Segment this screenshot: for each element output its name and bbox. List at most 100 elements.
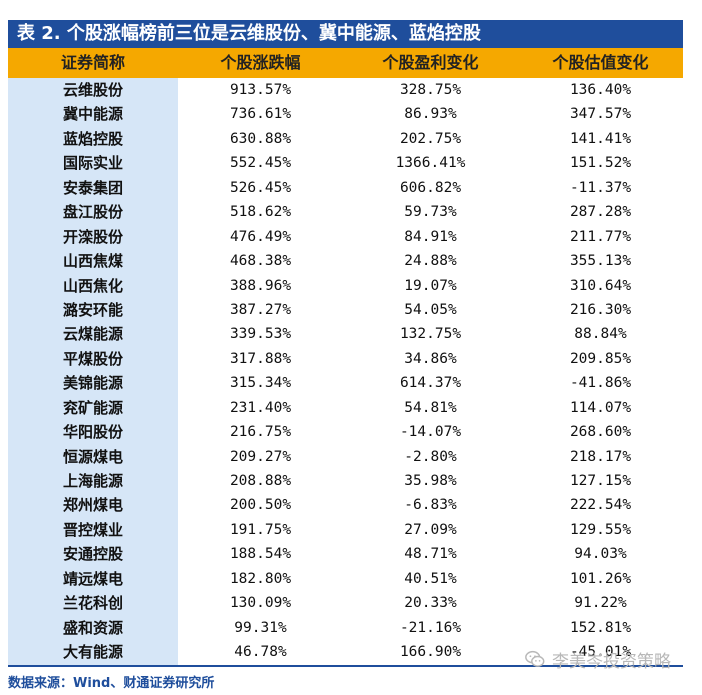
- name-column-background: [8, 78, 178, 665]
- watermark: 李美岑投资策略: [524, 647, 700, 672]
- cell-valuation-change: 114.07%: [569, 399, 632, 416]
- table-row: 美锦能源 315.34% 614.37% -41.86%: [8, 371, 683, 395]
- cell-price-change: 476.49%: [229, 228, 292, 245]
- cell-security-name: 安泰集团: [62, 178, 123, 197]
- table-row: 晋控煤业 191.75% 27.09% 129.55%: [8, 518, 683, 542]
- cell-profit-change: 54.05%: [404, 301, 457, 318]
- cell-price-change: 552.45%: [229, 155, 292, 172]
- cell-valuation-change: 152.81%: [569, 619, 632, 636]
- cell-price-change: 468.38%: [229, 253, 292, 270]
- cell-price-change: 188.54%: [229, 546, 292, 563]
- cell-price-change: 315.34%: [229, 375, 292, 392]
- cell-security-name: 上海能源: [62, 472, 123, 490]
- cell-profit-change: 202.75%: [399, 130, 462, 147]
- cell-security-name: 冀中能源: [62, 105, 123, 124]
- cell-price-change: 339.53%: [229, 326, 292, 343]
- table-header: 证券简称 个股涨跌幅 个股盈利变化 个股估值变化: [8, 48, 683, 78]
- table-body: 云维股份 913.57% 328.75% 136.40% 冀中能源 736.61% 86.9…: [8, 78, 683, 665]
- cell-price-change: 208.88%: [229, 473, 292, 489]
- table-row: 靖远煤电 182.80% 40.51% 101.26%: [8, 567, 683, 591]
- cell-profit-change: 19.07%: [404, 277, 457, 294]
- cell-security-name: 兖矿能源: [62, 398, 123, 417]
- cell-security-name: 平煤股份: [62, 349, 123, 368]
- cell-security-name: 兰花科创: [62, 594, 123, 613]
- cell-profit-change: 35.98%: [404, 473, 457, 489]
- cell-price-change: 209.27%: [229, 448, 292, 465]
- cell-profit-change: 132.75%: [399, 326, 462, 343]
- cell-profit-change: 166.90%: [399, 644, 462, 661]
- table-title: 表 2. 个股涨幅榜前三位是云维股份、冀中能源、蓝焰控股: [8, 20, 683, 48]
- cell-profit-change: 606.82%: [399, 179, 462, 196]
- cell-valuation-change: 127.15%: [569, 473, 632, 489]
- cell-security-name: 华阳股份: [62, 423, 123, 442]
- cell-price-change: 387.27%: [229, 301, 292, 318]
- cell-price-change: 913.57%: [229, 82, 292, 98]
- table-row: 华阳股份 216.75% -14.07% 268.60%: [8, 420, 683, 444]
- cell-profit-change: 34.86%: [404, 350, 457, 367]
- cell-valuation-change: 347.57%: [569, 106, 632, 123]
- cell-price-change: 46.78%: [234, 644, 287, 661]
- cell-price-change: 99.31%: [234, 619, 287, 636]
- cell-profit-change: 40.51%: [404, 570, 457, 587]
- cell-profit-change: 84.91%: [404, 228, 457, 245]
- cell-security-name: 美锦能源: [62, 374, 123, 393]
- cell-valuation-change: 216.30%: [569, 301, 632, 318]
- cell-price-change: 518.62%: [229, 204, 292, 221]
- cell-valuation-change: 136.40%: [569, 82, 632, 98]
- cell-valuation-change: 141.41%: [569, 130, 632, 147]
- cell-valuation-change: 151.52%: [569, 155, 632, 172]
- table-row: 盛和资源 99.31% -21.16% 152.81%: [8, 616, 683, 640]
- table-row: 平煤股份 317.88% 34.86% 209.85%: [8, 347, 683, 371]
- cell-profit-change: 48.71%: [404, 546, 457, 563]
- table-row: 山西焦化 388.96% 19.07% 310.64%: [8, 274, 683, 298]
- table-row: 冀中能源 736.61% 86.93% 347.57%: [8, 102, 683, 126]
- table-bottom-rule: [8, 665, 683, 667]
- header-valuation-change: 个股估值变化: [552, 53, 649, 72]
- cell-price-change: 630.88%: [229, 130, 292, 147]
- table-row: 蓝焰控股 630.88% 202.75% 141.41%: [8, 127, 683, 151]
- table-row: 国际实业 552.45% 1366.41% 151.52%: [8, 151, 683, 175]
- cell-valuation-change: 268.60%: [569, 424, 632, 441]
- data-source-note: 数据来源：Wind、财通证券研究所: [8, 676, 215, 691]
- table-row: 山西焦煤 468.38% 24.88% 355.13%: [8, 249, 683, 273]
- cell-profit-change: 54.81%: [404, 399, 457, 416]
- watermark-text: 李美岑投资策略: [552, 651, 671, 672]
- cell-security-name: 靖远煤电: [62, 569, 123, 588]
- cell-security-name: 安通控股: [62, 545, 123, 564]
- cell-security-name: 潞安环能: [62, 300, 123, 319]
- cell-valuation-change: 211.77%: [569, 228, 632, 245]
- cell-profit-change: -2.80%: [404, 448, 457, 465]
- table-row: 兰花科创 130.09% 20.33% 91.22%: [8, 591, 683, 615]
- cell-valuation-change: 88.84%: [574, 326, 627, 343]
- header-security-name: 证券简称: [60, 53, 125, 72]
- cell-price-change: 182.80%: [229, 570, 292, 587]
- cell-valuation-change: 310.64%: [569, 277, 632, 294]
- header-profit-change: 个股盈利变化: [382, 53, 479, 72]
- cell-price-change: 317.88%: [229, 350, 292, 367]
- cell-valuation-change: 129.55%: [569, 521, 632, 538]
- cell-security-name: 郑州煤电: [62, 496, 123, 515]
- table-row: 兖矿能源 231.40% 54.81% 114.07%: [8, 396, 683, 420]
- table-row: 安泰集团 526.45% 606.82% -11.37%: [8, 176, 683, 200]
- table-row: 恒源煤电 209.27% -2.80% 218.17%: [8, 445, 683, 469]
- cell-security-name: 云煤能源: [62, 325, 123, 344]
- cell-profit-change: 614.37%: [399, 375, 462, 392]
- cell-valuation-change: 94.03%: [574, 546, 627, 563]
- table-row: 大有能源 46.78% 166.90% -45.01%: [8, 640, 683, 664]
- cell-price-change: 200.50%: [229, 497, 292, 514]
- cell-security-name: 山西焦煤: [62, 252, 123, 271]
- cell-price-change: 388.96%: [229, 277, 292, 294]
- table-row: 盘江股份 518.62% 59.73% 287.28%: [8, 200, 683, 224]
- cell-profit-change: 86.93%: [404, 106, 457, 123]
- cell-profit-change: 328.75%: [399, 82, 462, 98]
- cell-profit-change: 24.88%: [404, 253, 457, 270]
- table-row: 郑州煤电 200.50% -6.83% 222.54%: [8, 493, 683, 517]
- cell-valuation-change: 91.22%: [574, 595, 627, 612]
- cell-valuation-change: 209.85%: [569, 350, 632, 367]
- cell-security-name: 晋控煤业: [62, 520, 123, 539]
- cell-profit-change: 1366.41%: [395, 155, 466, 172]
- cell-security-name: 大有能源: [62, 643, 123, 662]
- table-row: 云维股份 913.57% 328.75% 136.40%: [8, 78, 683, 102]
- cell-profit-change: -14.07%: [399, 424, 462, 441]
- table-row: 开滦股份 476.49% 84.91% 211.77%: [8, 225, 683, 249]
